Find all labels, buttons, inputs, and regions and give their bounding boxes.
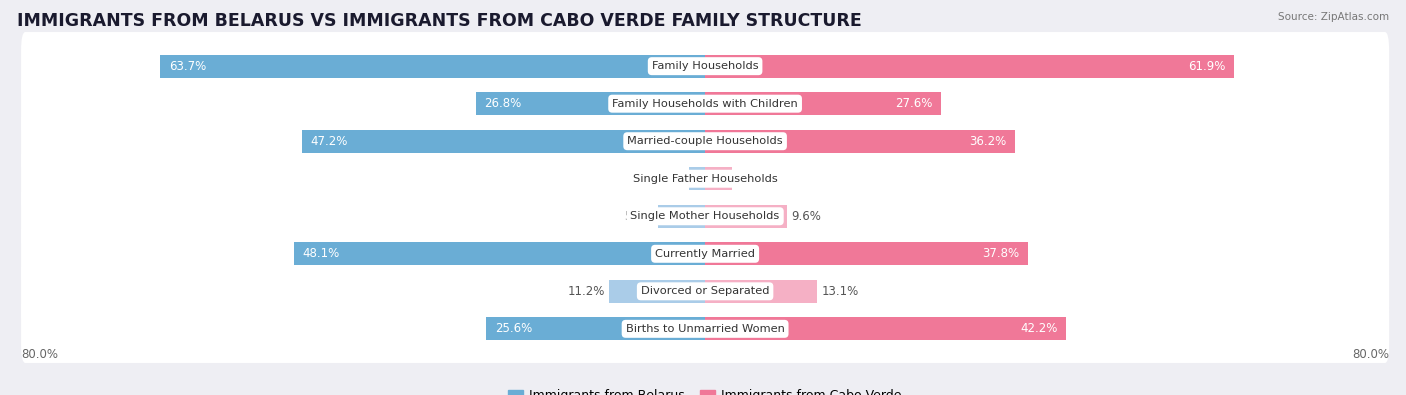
- Text: 13.1%: 13.1%: [821, 285, 859, 298]
- Bar: [706, 130, 1015, 153]
- FancyBboxPatch shape: [21, 70, 1389, 138]
- Text: 61.9%: 61.9%: [1188, 60, 1226, 73]
- Bar: [706, 92, 941, 115]
- Bar: [294, 242, 706, 265]
- Bar: [160, 55, 706, 78]
- Text: 25.6%: 25.6%: [495, 322, 531, 335]
- Text: Single Mother Households: Single Mother Households: [630, 211, 780, 221]
- Bar: [706, 167, 731, 190]
- Bar: [706, 317, 1066, 340]
- FancyBboxPatch shape: [21, 32, 1389, 100]
- Text: Family Households: Family Households: [652, 61, 758, 71]
- Text: Married-couple Households: Married-couple Households: [627, 136, 783, 146]
- Text: 5.5%: 5.5%: [624, 210, 654, 223]
- Text: 48.1%: 48.1%: [302, 247, 340, 260]
- Text: 63.7%: 63.7%: [169, 60, 207, 73]
- FancyBboxPatch shape: [21, 182, 1389, 250]
- Text: Family Households with Children: Family Households with Children: [612, 99, 799, 109]
- Bar: [706, 280, 817, 303]
- Text: 80.0%: 80.0%: [21, 348, 58, 361]
- Text: Births to Unmarried Women: Births to Unmarried Women: [626, 324, 785, 334]
- Bar: [658, 205, 706, 228]
- Text: Divorced or Separated: Divorced or Separated: [641, 286, 769, 296]
- Bar: [477, 92, 706, 115]
- Legend: Immigrants from Belarus, Immigrants from Cabo Verde: Immigrants from Belarus, Immigrants from…: [503, 384, 907, 395]
- Text: 27.6%: 27.6%: [896, 97, 932, 110]
- Text: Single Father Households: Single Father Households: [633, 174, 778, 184]
- Bar: [706, 55, 1234, 78]
- Text: 1.9%: 1.9%: [655, 172, 685, 185]
- Bar: [609, 280, 706, 303]
- Text: 42.2%: 42.2%: [1019, 322, 1057, 335]
- Text: 47.2%: 47.2%: [311, 135, 347, 148]
- FancyBboxPatch shape: [21, 220, 1389, 288]
- Text: 3.1%: 3.1%: [735, 172, 766, 185]
- Text: 26.8%: 26.8%: [485, 97, 522, 110]
- Bar: [706, 205, 787, 228]
- FancyBboxPatch shape: [21, 295, 1389, 363]
- Text: Currently Married: Currently Married: [655, 249, 755, 259]
- FancyBboxPatch shape: [21, 257, 1389, 325]
- Text: 37.8%: 37.8%: [983, 247, 1019, 260]
- Bar: [689, 167, 706, 190]
- Text: 11.2%: 11.2%: [568, 285, 605, 298]
- Bar: [301, 130, 706, 153]
- Bar: [706, 242, 1028, 265]
- Text: IMMIGRANTS FROM BELARUS VS IMMIGRANTS FROM CABO VERDE FAMILY STRUCTURE: IMMIGRANTS FROM BELARUS VS IMMIGRANTS FR…: [17, 12, 862, 30]
- Text: Source: ZipAtlas.com: Source: ZipAtlas.com: [1278, 12, 1389, 22]
- Text: 36.2%: 36.2%: [969, 135, 1007, 148]
- FancyBboxPatch shape: [21, 107, 1389, 175]
- Bar: [486, 317, 706, 340]
- FancyBboxPatch shape: [21, 145, 1389, 213]
- Text: 80.0%: 80.0%: [1353, 348, 1389, 361]
- Text: 9.6%: 9.6%: [792, 210, 821, 223]
